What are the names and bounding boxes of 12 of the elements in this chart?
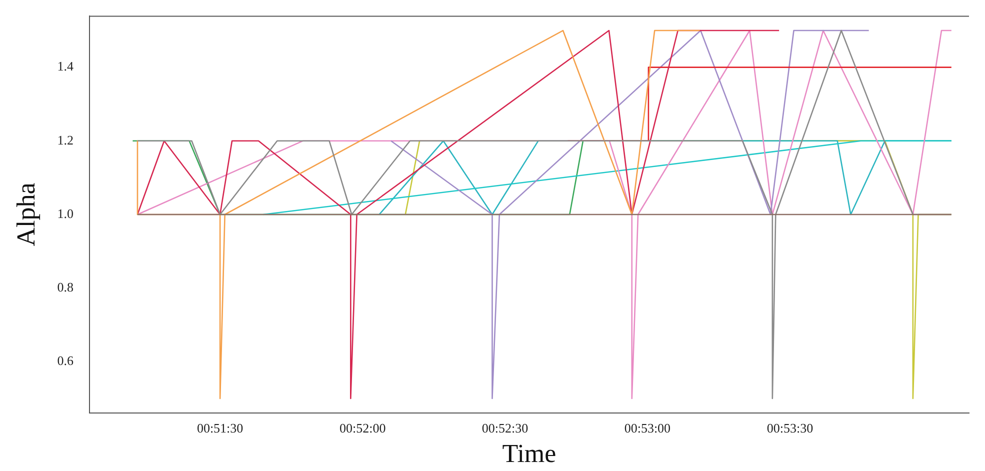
x-axis-title: Time <box>502 439 556 468</box>
y-tick-label: 1.4 <box>57 58 74 74</box>
x-tick-label: 00:51:30 <box>196 420 244 436</box>
y-tick-label: 0.8 <box>57 280 74 295</box>
y-tick-label: 1.2 <box>57 132 74 148</box>
x-tick-label: 00:53:00 <box>624 420 671 436</box>
y-axis-title: Alpha <box>11 182 40 246</box>
y-tick-label: 1.0 <box>57 206 74 221</box>
y-tick-label: 0.6 <box>57 353 74 368</box>
x-tick-label: 00:52:00 <box>340 420 386 436</box>
x-tick-label: 00:52:30 <box>482 420 528 436</box>
x-tick-label: 00:53:30 <box>766 420 814 436</box>
